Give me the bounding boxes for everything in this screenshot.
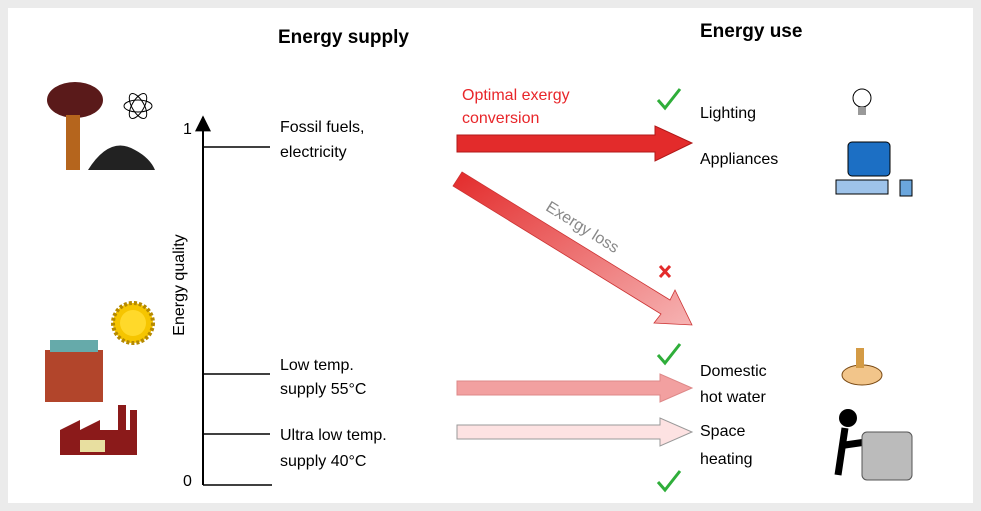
fossil-icon — [47, 82, 155, 170]
supply-label: supply 40°C — [280, 453, 366, 470]
use-title: Energy use — [700, 21, 802, 42]
check-marks — [656, 88, 682, 493]
use-label: Domestic — [700, 363, 767, 380]
cross-mark — [658, 264, 672, 279]
bulb-icon — [852, 88, 872, 115]
panel — [8, 8, 973, 503]
supply-label: Low temp. — [280, 357, 354, 374]
supply-label: Ultra low temp. — [280, 427, 387, 444]
radiator-icon — [834, 409, 913, 481]
ultra-low-arrow — [456, 417, 694, 447]
supply-label: electricity — [280, 144, 347, 161]
low-arrow — [456, 373, 694, 403]
use-label: Space — [700, 423, 745, 440]
axis-ticks — [203, 146, 272, 486]
loss-arrow — [452, 171, 693, 326]
supply-title: Energy supply — [278, 27, 409, 48]
optimal-label: Optimal exergy — [462, 87, 570, 104]
use-label: Appliances — [700, 151, 778, 168]
supply-label: Fossil fuels, — [280, 119, 364, 136]
sun-icon — [111, 301, 155, 345]
tap-icon — [841, 348, 883, 386]
use-label: Lighting — [700, 105, 756, 122]
factory-icon — [60, 405, 137, 455]
use-label: hot water — [700, 389, 766, 406]
storage-icon — [45, 340, 103, 402]
axis-label: Energy quality — [171, 234, 188, 335]
use-label: heating — [700, 451, 753, 468]
axis-top: 1 — [183, 121, 192, 138]
supply-label: supply 55°C — [280, 381, 366, 398]
axis-bottom: 0 — [183, 473, 192, 490]
computer-icon — [835, 141, 913, 197]
optimal-label: conversion — [462, 110, 539, 127]
optimal-arrow — [456, 125, 694, 162]
